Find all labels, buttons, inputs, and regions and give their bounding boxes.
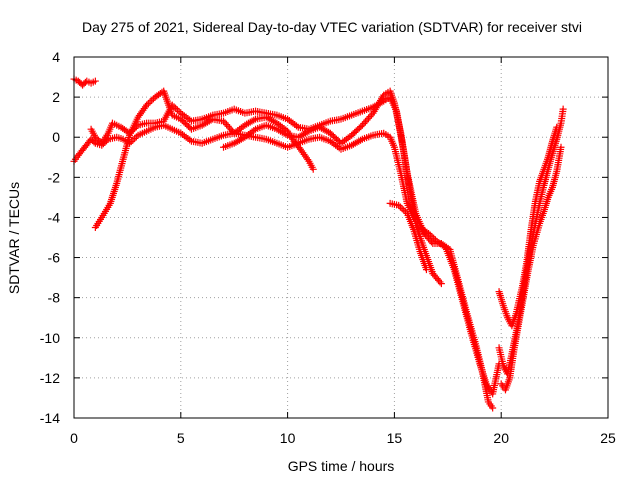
series-2	[70, 121, 503, 398]
data-point	[224, 122, 232, 130]
data-point	[90, 138, 98, 146]
data-point	[227, 126, 235, 134]
data-point	[148, 96, 156, 104]
series-6	[386, 199, 430, 274]
data-point	[400, 206, 408, 214]
data-point	[146, 98, 154, 106]
series-9	[497, 143, 565, 394]
data-point	[175, 108, 183, 116]
series-7	[495, 123, 561, 330]
y-tick-label: -12	[40, 370, 60, 386]
axis-tick-labels: 0 5 10 15 20 25 -14 -12 -10 -8 -6 -4 -2 0 2 4	[40, 49, 616, 446]
data-point	[489, 404, 497, 412]
y-tick-label: -2	[48, 169, 61, 185]
data-point	[395, 201, 403, 209]
data-point	[364, 114, 372, 122]
data-point	[436, 278, 444, 286]
data-point	[144, 100, 152, 108]
data-point	[437, 280, 445, 288]
data-point	[132, 133, 140, 141]
data-points	[70, 75, 567, 412]
data-point	[427, 238, 435, 246]
x-tick-label: 25	[600, 430, 616, 446]
data-point	[91, 133, 99, 141]
y-axis-label: SDTVAR / TECUs	[6, 182, 22, 294]
data-point	[559, 105, 567, 113]
plot-frame	[73, 56, 609, 419]
data-point	[557, 143, 565, 151]
data-point	[95, 136, 103, 144]
y-tick-label: -8	[48, 290, 61, 306]
data-point	[220, 117, 228, 125]
data-point	[172, 104, 180, 112]
y-tick-label: -10	[40, 330, 60, 346]
data-point	[368, 111, 376, 119]
data-point	[223, 121, 231, 129]
data-point	[398, 205, 406, 213]
series-5	[220, 87, 497, 412]
y-tick-label: -14	[40, 410, 60, 426]
data-point	[361, 118, 369, 126]
x-tick-label: 15	[387, 430, 403, 446]
data-point	[396, 203, 404, 211]
data-point	[358, 121, 366, 129]
x-axis-label: GPS time / hours	[288, 458, 395, 474]
data-point	[221, 119, 229, 127]
y-tick-label: -6	[48, 250, 61, 266]
data-point	[93, 135, 101, 143]
data-point	[357, 123, 365, 131]
data-point	[422, 266, 430, 274]
x-tick-label: 20	[493, 430, 509, 446]
data-point	[173, 106, 181, 114]
y-tick-label: 0	[52, 129, 60, 145]
data-point	[304, 156, 312, 164]
data-point	[360, 119, 368, 127]
chart-title: Day 275 of 2021, Sidereal Day-to-day VTE…	[82, 19, 582, 35]
x-tick-label: 10	[280, 430, 296, 446]
series-1	[70, 75, 99, 89]
data-point	[143, 101, 151, 109]
data-point	[363, 116, 371, 124]
data-point	[91, 77, 99, 85]
x-tick-label: 0	[70, 430, 78, 446]
data-point	[402, 208, 410, 216]
y-tick-label: -4	[48, 209, 61, 225]
y-tick-label: 4	[52, 49, 60, 65]
data-point	[131, 134, 139, 142]
series-4	[91, 87, 317, 231]
y-tick-label: 2	[52, 89, 60, 105]
x-tick-label: 5	[177, 430, 185, 446]
data-point	[226, 124, 234, 132]
data-point	[309, 165, 317, 173]
data-point	[366, 113, 374, 121]
